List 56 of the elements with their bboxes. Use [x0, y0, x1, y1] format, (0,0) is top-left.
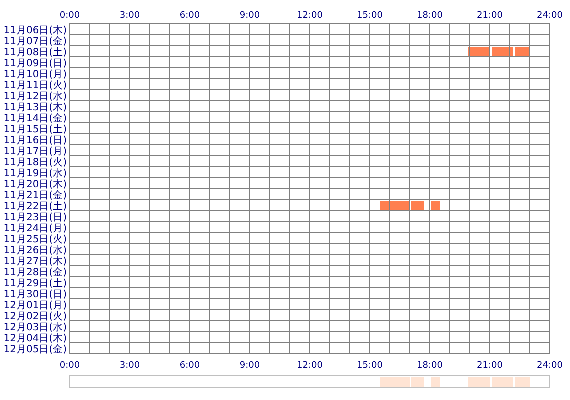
x-tick-label: 24:00	[537, 11, 564, 21]
x2-tick-label: 12:00	[297, 361, 324, 371]
y-tick-label: 12月03日(水)	[4, 322, 68, 334]
x-tick-label: 18:00	[417, 11, 444, 21]
bar	[515, 47, 530, 56]
y-tick-label: 11月22日(土)	[4, 200, 68, 212]
y-tick-label: 11月19日(水)	[4, 168, 68, 180]
y-tick-label: 11月13日(木)	[4, 102, 68, 114]
bar	[468, 377, 490, 387]
bar	[492, 47, 513, 56]
y-tick-label: 11月27日(木)	[4, 256, 68, 268]
y-tick-label: 11月21日(金)	[4, 190, 68, 202]
x2-tick-label: 0:00	[60, 361, 80, 371]
y-tick-label: 11月15日(土)	[4, 124, 68, 136]
y-tick-label: 11月06日(木)	[4, 24, 68, 36]
x-tick-label: 6:00	[180, 11, 200, 21]
bar	[468, 47, 490, 56]
y-tick-label: 11月16日(日)	[4, 136, 68, 146]
x2-tick-label: 6:00	[180, 361, 200, 371]
y-tick-label: 11月30日(日)	[4, 290, 68, 300]
bar	[492, 377, 513, 387]
y-tick-label: 11月12日(水)	[4, 90, 68, 102]
y-tick-label: 11月07日(金)	[4, 36, 68, 48]
y-tick-label: 11月10日(月)	[4, 70, 68, 80]
y-tick-label: 11月28日(金)	[4, 266, 68, 278]
bar	[431, 201, 440, 210]
x2-tick-label: 21:00	[477, 361, 504, 371]
x-tick-label: 0:00	[60, 11, 80, 21]
x2-tick-label: 18:00	[417, 361, 444, 371]
x-tick-label: 9:00	[240, 11, 260, 21]
x2-tick-label: 24:00	[537, 361, 564, 371]
x-tick-label: 21:00	[477, 11, 504, 21]
y-tick-label: 11月20日(木)	[4, 178, 68, 190]
y-tick-label: 11月26日(水)	[4, 244, 68, 256]
y-tick-label: 11月09日(日)	[4, 58, 68, 70]
x2-tick-label: 15:00	[357, 361, 384, 371]
bar	[431, 377, 440, 387]
bar	[515, 377, 530, 387]
y-tick-label: 12月02日(火)	[4, 310, 68, 322]
y-tick-label: 12月01日(月)	[4, 300, 68, 312]
y-tick-label: 11月23日(日)	[4, 212, 68, 224]
x-tick-label: 15:00	[357, 11, 384, 21]
y-tick-label: 11月25日(火)	[4, 234, 68, 246]
x2-tick-label: 9:00	[240, 361, 260, 371]
x-tick-label: 3:00	[120, 11, 140, 21]
y-tick-label: 12月04日(木)	[4, 332, 68, 344]
y-tick-label: 11月17日(月)	[4, 146, 68, 158]
x-tick-label: 12:00	[297, 11, 324, 21]
y-tick-label: 11月11日(火)	[4, 80, 68, 92]
y-tick-label: 11月24日(月)	[4, 224, 68, 234]
y-tick-label: 11月29日(土)	[4, 278, 68, 290]
y-tick-label: 12月05日(金)	[4, 344, 68, 356]
y-tick-label: 11月08日(土)	[4, 46, 68, 58]
x2-tick-label: 3:00	[120, 361, 140, 371]
y-tick-label: 11月14日(金)	[4, 112, 68, 124]
y-tick-label: 11月18日(火)	[4, 156, 68, 168]
